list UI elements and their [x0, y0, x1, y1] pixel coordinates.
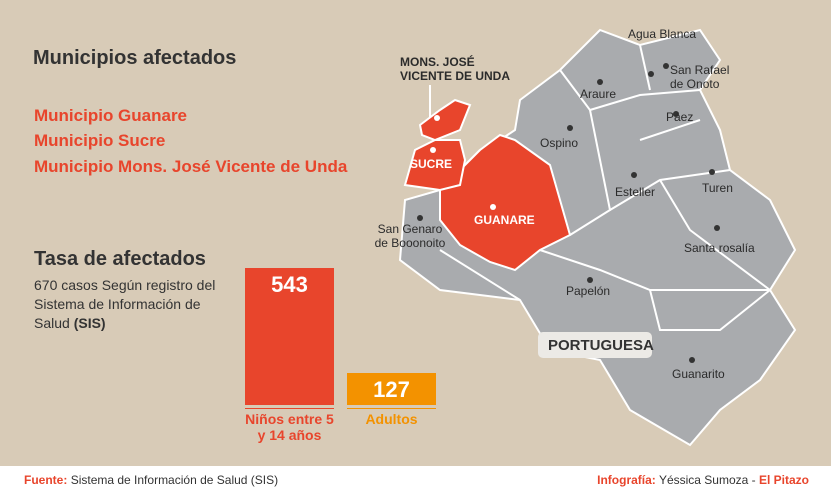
town-label: Guanarito	[672, 367, 725, 381]
town-label: Esteller	[615, 185, 656, 199]
town-label: San Rafael de Onoto	[670, 63, 730, 91]
value-label: 543	[271, 272, 308, 297]
source-label: Fuente:	[24, 473, 68, 487]
municipal-borders	[439, 44, 771, 331]
bar: 543	[245, 268, 334, 405]
unda-shape	[418, 98, 472, 142]
town-label: Ospino	[540, 136, 579, 150]
outlet: El Pitazo	[758, 473, 809, 487]
bar: 127	[347, 372, 436, 405]
town-label: Turen	[702, 181, 733, 195]
state-label-bg	[538, 332, 652, 358]
municipality: Municipio Guanare	[34, 106, 188, 125]
heading: Municipios afectados	[33, 47, 237, 69]
affected-label: MONS. JOSÉ VICENTE DE UNDA	[400, 55, 511, 83]
credit-text: Yéssica Sumoza -	[658, 473, 756, 487]
affected-label: GUANARE	[474, 213, 535, 227]
category-label: Adultos	[347, 408, 436, 427]
credit: Infografía: Yéssica Sumoza - El Pitazo	[597, 473, 809, 487]
rate-heading: Tasa de afectados	[34, 248, 206, 270]
value-label: 127	[373, 376, 410, 402]
town-label: Agua Blanca	[628, 27, 697, 41]
source-text: Sistema de Información de Salud (SIS)	[70, 473, 279, 487]
guanare-shape	[439, 133, 572, 272]
town-label: Araure	[580, 87, 617, 101]
town-label: Papelón	[566, 284, 611, 298]
note-text: 670 casos Según registro del Sistema de …	[34, 277, 216, 331]
town-label: San Genaro de Booonoito	[374, 222, 446, 250]
municipality: Municipio Mons. José Vicente de Unda	[34, 157, 348, 176]
affected-label: SUCRE	[410, 157, 453, 171]
source: Fuente: Sistema de Información de Salud …	[24, 473, 278, 487]
note-bold: (SIS)	[73, 315, 106, 331]
footer: Fuente: Sistema de Información de Salud …	[0, 466, 831, 492]
map	[398, 28, 797, 447]
category-label: Niños entre 5 y 14 años	[245, 408, 334, 443]
state-label: PORTUGUESA	[548, 337, 654, 354]
state-shape	[398, 28, 797, 447]
town-label: Santa rosalía	[684, 241, 755, 255]
town-label: Páez	[666, 110, 694, 124]
rate-note: 670 casos Según registro del Sistema de …	[34, 276, 234, 333]
credit-label: Infografía:	[597, 473, 656, 487]
town-dots	[417, 63, 720, 363]
municipality: Municipio Sucre	[34, 131, 166, 150]
sucre-shape	[403, 139, 467, 192]
